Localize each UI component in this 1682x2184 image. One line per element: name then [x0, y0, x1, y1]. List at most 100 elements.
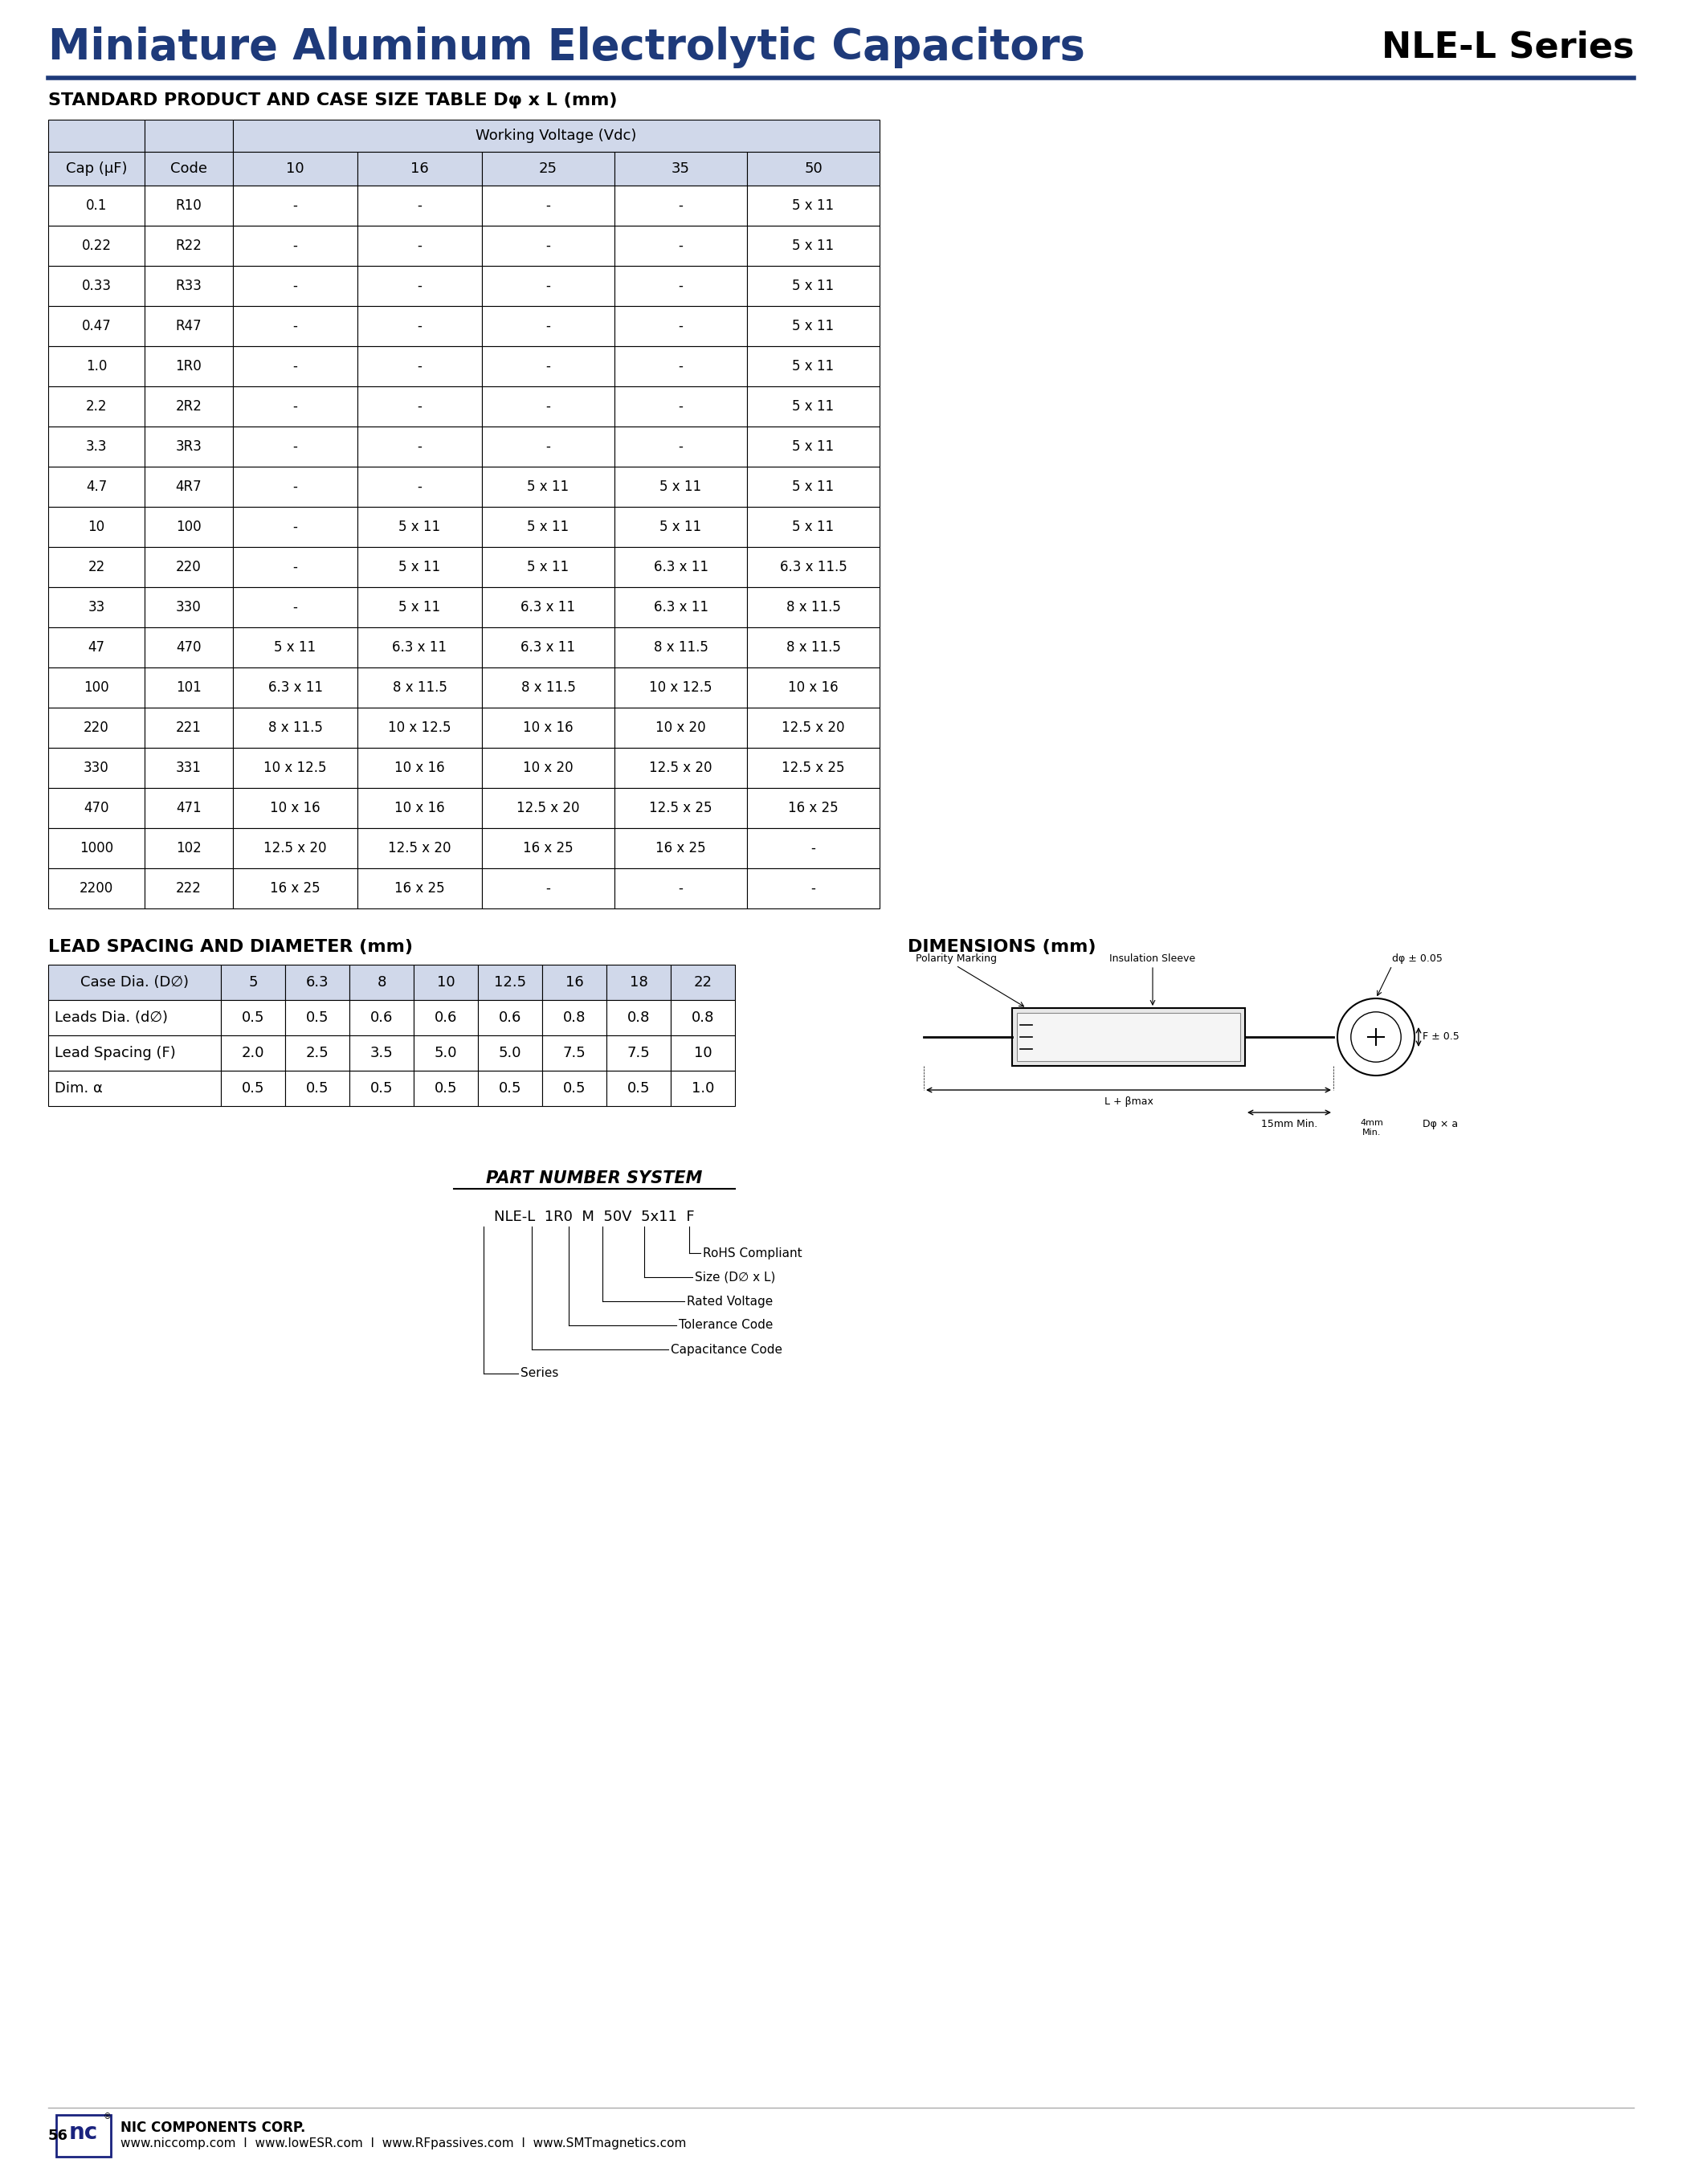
Text: F ± 0.5: F ± 0.5: [1423, 1031, 1460, 1042]
Bar: [478, 1035, 542, 1070]
Text: -: -: [417, 199, 422, 212]
Bar: [614, 828, 747, 869]
Bar: [220, 965, 286, 1000]
Bar: [232, 387, 358, 426]
Bar: [358, 306, 483, 347]
Bar: [358, 467, 483, 507]
Bar: [358, 153, 483, 186]
Text: Leads Dia. (d∅): Leads Dia. (d∅): [54, 1011, 168, 1024]
Bar: [483, 546, 614, 587]
Text: dφ ± 0.05: dφ ± 0.05: [1393, 954, 1443, 963]
Bar: [747, 747, 880, 788]
Bar: [358, 708, 483, 747]
Text: 16: 16: [565, 974, 584, 989]
Text: 50: 50: [804, 162, 822, 177]
Text: 222: 222: [177, 880, 202, 895]
Bar: [483, 627, 614, 668]
Bar: [49, 587, 145, 627]
Text: 0.6: 0.6: [498, 1011, 521, 1024]
Text: Dφ × a: Dφ × a: [1423, 1118, 1458, 1129]
Text: 5 x 11: 5 x 11: [399, 601, 441, 614]
Text: -: -: [417, 400, 422, 413]
Text: 0.5: 0.5: [242, 1011, 264, 1024]
Text: 3.3: 3.3: [86, 439, 108, 454]
Text: -: -: [547, 280, 550, 293]
Bar: [747, 869, 880, 909]
Text: 10 x 20: 10 x 20: [656, 721, 706, 736]
Bar: [145, 120, 232, 153]
Text: R47: R47: [175, 319, 202, 334]
Bar: [614, 546, 747, 587]
Bar: [145, 668, 232, 708]
Text: Polarity Marking: Polarity Marking: [915, 954, 996, 963]
Text: 0.33: 0.33: [81, 280, 111, 293]
Text: 35: 35: [671, 162, 690, 177]
Text: 330: 330: [177, 601, 202, 614]
Text: 6.3 x 11.5: 6.3 x 11.5: [780, 559, 848, 574]
Text: 470: 470: [177, 640, 202, 655]
Bar: [1013, 1009, 1245, 1066]
Bar: [483, 587, 614, 627]
Bar: [49, 869, 145, 909]
Bar: [49, 387, 145, 426]
Bar: [358, 869, 483, 909]
Bar: [358, 668, 483, 708]
Text: 0.6: 0.6: [370, 1011, 394, 1024]
Text: -: -: [811, 880, 816, 895]
Text: Working Voltage (Vdc): Working Voltage (Vdc): [476, 129, 637, 142]
Bar: [358, 627, 483, 668]
Bar: [747, 546, 880, 587]
Text: 5 x 11: 5 x 11: [792, 238, 834, 253]
Text: 12.5 x 25: 12.5 x 25: [782, 760, 844, 775]
Bar: [614, 507, 747, 546]
Text: -: -: [417, 319, 422, 334]
Text: 0.5: 0.5: [242, 1081, 264, 1096]
Bar: [350, 965, 414, 1000]
Text: Dim. α: Dim. α: [54, 1081, 103, 1096]
Bar: [671, 1070, 735, 1105]
Text: 15mm Min.: 15mm Min.: [1262, 1118, 1317, 1129]
Bar: [483, 708, 614, 747]
Text: 6.3 x 11: 6.3 x 11: [653, 559, 708, 574]
Text: 1000: 1000: [79, 841, 113, 856]
Text: 100: 100: [84, 681, 109, 695]
Bar: [286, 1070, 350, 1105]
FancyBboxPatch shape: [56, 2114, 111, 2156]
Bar: [483, 507, 614, 546]
Text: 12.5 x 20: 12.5 x 20: [264, 841, 326, 856]
Text: 470: 470: [84, 802, 109, 815]
Bar: [747, 306, 880, 347]
Text: 10 x 16: 10 x 16: [271, 802, 320, 815]
Text: 5 x 11: 5 x 11: [399, 520, 441, 535]
Bar: [607, 1000, 671, 1035]
Text: 5 x 11: 5 x 11: [792, 520, 834, 535]
Circle shape: [1351, 1011, 1401, 1061]
Bar: [145, 186, 232, 225]
Text: -: -: [293, 601, 298, 614]
Text: 101: 101: [177, 681, 202, 695]
Bar: [49, 668, 145, 708]
Bar: [145, 587, 232, 627]
Bar: [614, 225, 747, 266]
Bar: [49, 426, 145, 467]
Bar: [232, 507, 358, 546]
Text: -: -: [547, 439, 550, 454]
Bar: [358, 747, 483, 788]
Bar: [358, 546, 483, 587]
Bar: [483, 266, 614, 306]
Bar: [614, 467, 747, 507]
Text: LEAD SPACING AND DIAMETER (mm): LEAD SPACING AND DIAMETER (mm): [49, 939, 412, 954]
Bar: [358, 387, 483, 426]
Bar: [145, 225, 232, 266]
Text: -: -: [547, 400, 550, 413]
Text: -: -: [678, 358, 683, 373]
Bar: [358, 828, 483, 869]
Text: 0.5: 0.5: [563, 1081, 585, 1096]
Text: 12.5 x 20: 12.5 x 20: [782, 721, 844, 736]
Text: 0.8: 0.8: [627, 1011, 649, 1024]
Bar: [747, 828, 880, 869]
Text: 1.0: 1.0: [691, 1081, 715, 1096]
Text: 2.2: 2.2: [86, 400, 108, 413]
Text: -: -: [811, 841, 816, 856]
Bar: [145, 426, 232, 467]
